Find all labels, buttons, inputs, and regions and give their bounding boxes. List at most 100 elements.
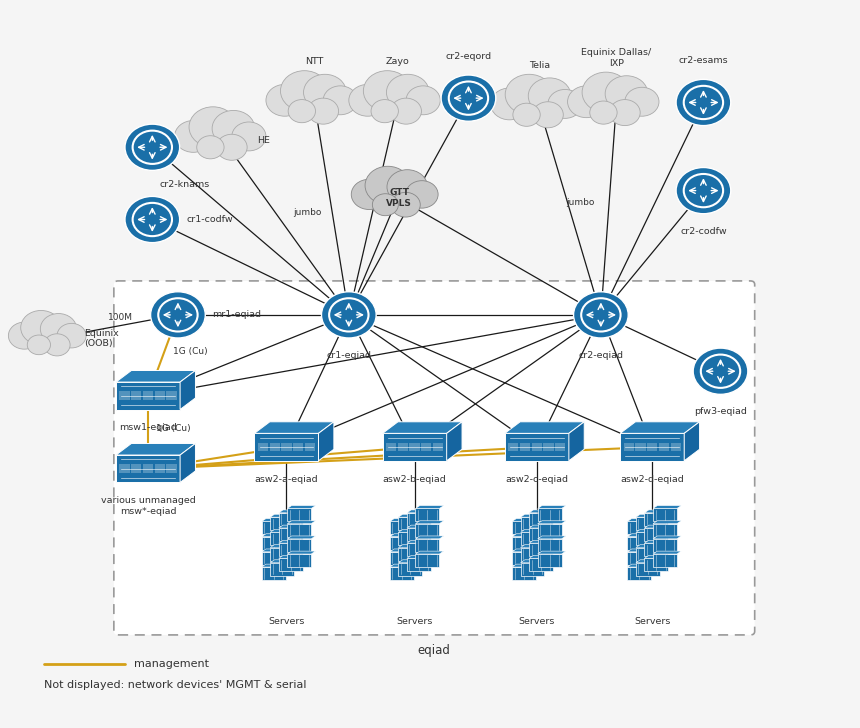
FancyBboxPatch shape: [281, 443, 292, 451]
Text: pfw3-eqiad: pfw3-eqiad: [694, 408, 747, 416]
Circle shape: [387, 170, 427, 204]
FancyBboxPatch shape: [270, 547, 294, 561]
Polygon shape: [398, 545, 427, 547]
Polygon shape: [180, 371, 195, 410]
Circle shape: [189, 107, 236, 147]
Circle shape: [625, 87, 659, 116]
Circle shape: [676, 167, 731, 214]
FancyBboxPatch shape: [407, 558, 431, 571]
Circle shape: [364, 71, 411, 111]
Polygon shape: [261, 534, 290, 537]
Circle shape: [532, 102, 563, 127]
Polygon shape: [287, 521, 316, 523]
FancyBboxPatch shape: [544, 443, 554, 451]
FancyBboxPatch shape: [636, 547, 660, 561]
Polygon shape: [279, 555, 307, 558]
Text: asw2-d-eqiad: asw2-d-eqiad: [620, 475, 684, 483]
FancyBboxPatch shape: [653, 554, 677, 567]
Polygon shape: [116, 371, 195, 382]
FancyBboxPatch shape: [531, 443, 542, 451]
FancyBboxPatch shape: [398, 532, 422, 545]
Text: 100M: 100M: [108, 313, 133, 323]
Circle shape: [125, 124, 180, 170]
FancyBboxPatch shape: [269, 443, 280, 451]
Polygon shape: [685, 422, 699, 461]
FancyBboxPatch shape: [409, 443, 420, 451]
FancyBboxPatch shape: [415, 508, 439, 521]
FancyBboxPatch shape: [287, 554, 311, 567]
Circle shape: [125, 197, 180, 242]
Polygon shape: [520, 545, 549, 547]
Text: cr1-eqiad: cr1-eqiad: [326, 351, 372, 360]
FancyBboxPatch shape: [647, 443, 657, 451]
Circle shape: [386, 74, 429, 111]
Polygon shape: [390, 534, 418, 537]
FancyBboxPatch shape: [538, 508, 562, 521]
Text: jumbo: jumbo: [566, 198, 594, 207]
Circle shape: [304, 74, 347, 111]
Polygon shape: [383, 422, 462, 433]
FancyBboxPatch shape: [653, 508, 677, 521]
Text: cr2-esams: cr2-esams: [679, 56, 728, 65]
Circle shape: [513, 103, 540, 127]
Polygon shape: [538, 521, 566, 523]
FancyBboxPatch shape: [114, 281, 755, 635]
Polygon shape: [636, 529, 664, 532]
FancyBboxPatch shape: [120, 392, 130, 400]
Circle shape: [371, 100, 398, 123]
Polygon shape: [568, 422, 584, 461]
FancyBboxPatch shape: [520, 443, 530, 451]
Polygon shape: [644, 555, 673, 558]
FancyBboxPatch shape: [155, 464, 165, 473]
Text: Telia: Telia: [529, 61, 550, 70]
Polygon shape: [255, 422, 334, 433]
Polygon shape: [520, 529, 549, 532]
Text: jumbo: jumbo: [293, 208, 322, 217]
FancyBboxPatch shape: [433, 443, 443, 451]
Circle shape: [528, 78, 571, 114]
Polygon shape: [116, 382, 180, 410]
Polygon shape: [446, 422, 462, 461]
Text: eqiad: eqiad: [418, 644, 451, 657]
FancyBboxPatch shape: [166, 392, 176, 400]
Polygon shape: [318, 422, 334, 461]
Circle shape: [574, 292, 629, 338]
Polygon shape: [279, 540, 307, 543]
Text: cr1-codfw: cr1-codfw: [187, 215, 233, 224]
Polygon shape: [407, 510, 435, 513]
Text: various unmanaged
msw*-eqiad: various unmanaged msw*-eqiad: [101, 496, 195, 515]
Polygon shape: [261, 518, 290, 521]
Text: GTT
VPLS: GTT VPLS: [386, 188, 412, 207]
FancyBboxPatch shape: [628, 521, 651, 534]
Circle shape: [365, 166, 410, 205]
FancyBboxPatch shape: [258, 443, 268, 451]
Circle shape: [390, 98, 421, 124]
Text: Servers: Servers: [519, 617, 555, 626]
Polygon shape: [512, 564, 540, 567]
Polygon shape: [620, 422, 699, 433]
Polygon shape: [116, 455, 180, 483]
Polygon shape: [270, 529, 298, 532]
FancyBboxPatch shape: [529, 513, 553, 526]
Polygon shape: [407, 525, 435, 528]
FancyBboxPatch shape: [636, 443, 646, 451]
Text: Servers: Servers: [634, 617, 670, 626]
FancyBboxPatch shape: [261, 537, 286, 550]
Circle shape: [605, 76, 648, 112]
Polygon shape: [505, 433, 568, 461]
FancyBboxPatch shape: [132, 392, 141, 400]
FancyBboxPatch shape: [653, 523, 677, 537]
Circle shape: [349, 84, 386, 116]
FancyBboxPatch shape: [279, 528, 303, 541]
FancyBboxPatch shape: [407, 528, 431, 541]
Circle shape: [44, 334, 71, 356]
Text: asw2-b-eqiad: asw2-b-eqiad: [383, 475, 446, 483]
FancyBboxPatch shape: [390, 521, 414, 534]
FancyBboxPatch shape: [155, 392, 165, 400]
Polygon shape: [529, 525, 557, 528]
Circle shape: [322, 292, 376, 338]
Text: 1G (Cu): 1G (Cu): [157, 424, 191, 433]
Polygon shape: [520, 514, 549, 517]
FancyBboxPatch shape: [508, 443, 519, 451]
Polygon shape: [287, 506, 316, 508]
